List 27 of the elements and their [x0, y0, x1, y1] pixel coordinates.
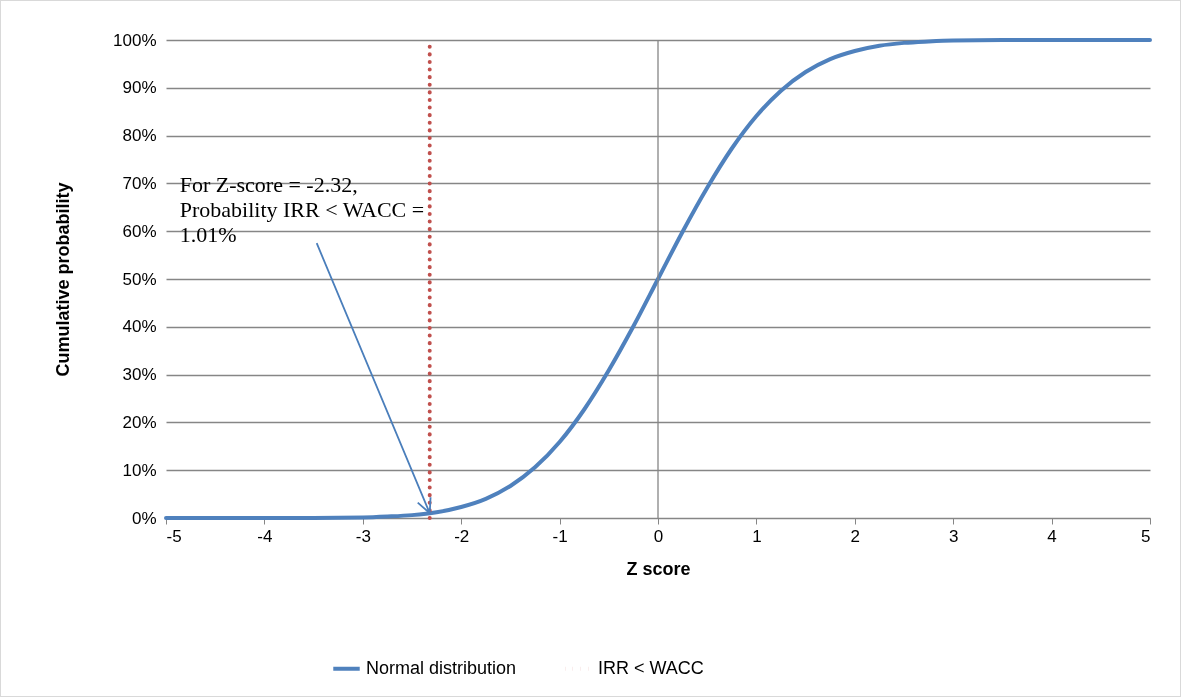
y-tick-label: 30%	[122, 365, 157, 385]
y-tick-label: 100%	[113, 30, 157, 50]
y-tick-label: 40%	[122, 317, 157, 337]
x-tick-label: 5	[1141, 526, 1151, 546]
x-tick-label: -5	[166, 526, 182, 546]
x-tick-label: 3	[948, 526, 959, 546]
y-tick-label: 10%	[122, 460, 157, 480]
y-tick-label: 0%	[131, 508, 157, 528]
x-tick-label: -2	[454, 526, 470, 546]
legend-label: IRR < WACC	[598, 657, 704, 678]
y-tick-label: 50%	[122, 269, 157, 289]
y-axis-title: Cumulative probability	[53, 182, 74, 377]
x-axis-title: Z score	[626, 558, 691, 579]
x-tick-label: -4	[257, 526, 273, 546]
x-tick-label: 2	[850, 526, 861, 546]
x-tick-label: 0	[653, 526, 664, 546]
y-tick-label: 20%	[122, 412, 157, 432]
legend-label: Normal distribution	[366, 657, 517, 678]
x-tick-label: -1	[552, 526, 568, 546]
annotation: For Z-score = -2.32, Probability IRR < WACC = 1.01%	[179, 172, 425, 248]
x-tick-label: 1	[752, 526, 762, 546]
x-tick-label: -3	[355, 526, 371, 546]
y-tick-label: 60%	[122, 221, 157, 241]
y-tick-label: 90%	[122, 78, 157, 98]
x-tick-label: 4	[1047, 526, 1057, 546]
y-tick-label: 80%	[122, 126, 157, 146]
y-tick-label: 70%	[122, 173, 157, 193]
